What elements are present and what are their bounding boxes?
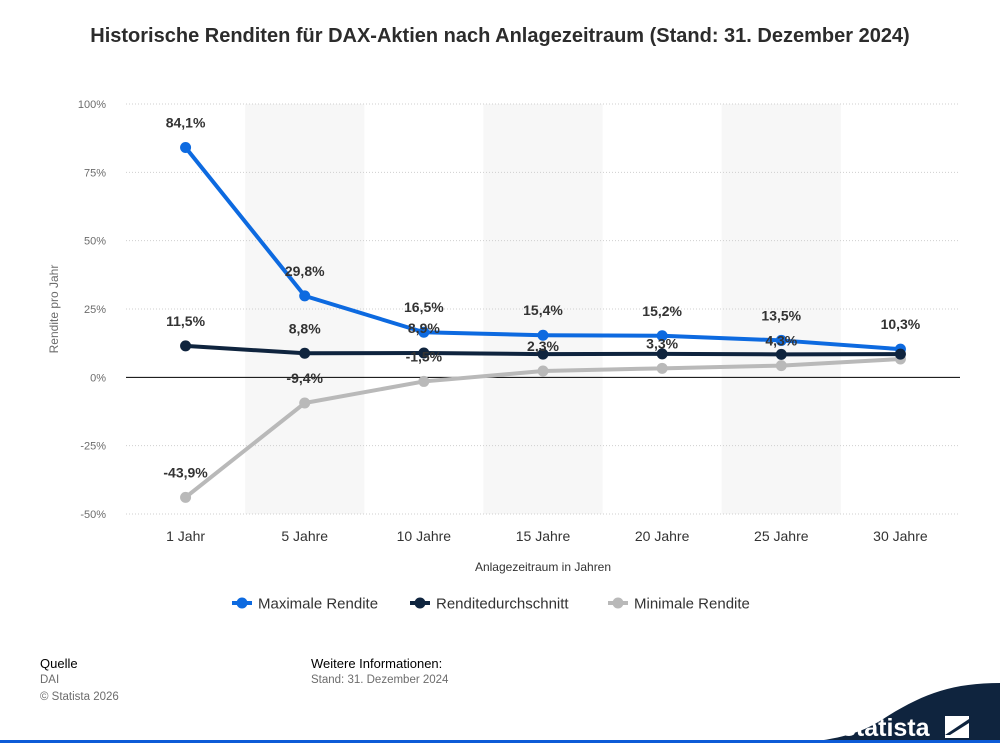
- data-point: [656, 330, 668, 342]
- x-axis-label: Anlagezeitraum in Jahren: [475, 560, 611, 574]
- gridlines: [126, 103, 960, 515]
- data-point: [299, 397, 311, 409]
- data-point: [775, 348, 787, 360]
- x-tick-label: 5 Jahre: [281, 528, 328, 544]
- source-block: Quelle DAI © Statista 2026: [40, 655, 119, 706]
- data-label: 10,3%: [881, 316, 921, 332]
- y-tick-label: 0%: [90, 372, 106, 384]
- data-label: 4,3%: [765, 333, 797, 349]
- data-label: 8,8%: [289, 320, 321, 336]
- y-tick-label: -25%: [80, 441, 106, 453]
- x-tick-label: 15 Jahre: [516, 528, 571, 544]
- data-point: [418, 326, 430, 338]
- data-label: 16,5%: [404, 299, 444, 315]
- data-label: 29,8%: [285, 263, 325, 279]
- logo-wordmark: statista: [842, 714, 931, 742]
- y-tick-label: 25%: [84, 304, 106, 316]
- source-heading: Quelle: [40, 656, 78, 671]
- data-label: 13,5%: [761, 307, 801, 323]
- data-point: [180, 141, 192, 153]
- copyright: © Statista 2026: [40, 691, 119, 703]
- y-tick-label: -50%: [80, 509, 106, 521]
- data-point: [537, 348, 549, 360]
- source-value: DAI: [40, 674, 60, 686]
- data-label: 15,2%: [642, 303, 682, 319]
- data-labels: 84,1% 29,8% 16,5% 15,4% 15,2% 13,5% 10,3% 11,5%…: [163, 114, 920, 480]
- data-label: -43,9%: [163, 464, 208, 480]
- legend-swatch-dot: [236, 597, 248, 609]
- y-tick-label: 75%: [84, 167, 106, 179]
- chart-title: Historische Renditen für DAX-Aktien nach…: [90, 25, 910, 47]
- data-point: [656, 348, 668, 360]
- x-tick-label: 25 Jahre: [754, 528, 809, 544]
- data-label: -1,5%: [406, 348, 443, 364]
- data-label: 11,5%: [166, 313, 205, 329]
- data-point: [180, 340, 192, 352]
- data-label: 3,3%: [646, 335, 678, 351]
- data-point: [537, 329, 549, 341]
- data-point: [775, 360, 787, 372]
- info-block: Weitere Informationen: Stand: 31. Dezemb…: [311, 655, 448, 689]
- data-label: 2,3%: [527, 338, 559, 354]
- legend-label: Minimale Rendite: [634, 596, 750, 613]
- data-label: 8,9%: [408, 320, 440, 336]
- x-tick-label: 30 Jahre: [873, 528, 928, 544]
- data-label: 84,1%: [166, 114, 206, 130]
- data-point: [775, 334, 787, 346]
- y-tick-label: 50%: [84, 236, 106, 248]
- y-tick-label: 100%: [78, 99, 106, 111]
- data-point: [299, 290, 311, 302]
- data-point: [656, 362, 668, 374]
- bottom-accent-line: [0, 740, 1000, 743]
- info-value: Stand: 31. Dezember 2024: [311, 674, 449, 686]
- y-axis-ticks: 100% 75% 50% 25% 0% -25% -50%: [78, 99, 106, 521]
- legend-label: Maximale Rendite: [258, 596, 378, 613]
- legend-label: Renditedurchschnitt: [436, 596, 569, 613]
- legend-swatch-dot: [414, 597, 426, 609]
- data-label: -9,4%: [286, 370, 323, 386]
- series-points: [180, 141, 906, 503]
- data-point: [299, 347, 311, 359]
- legend-item[interactable]: Renditedurchschnitt: [410, 596, 569, 613]
- x-axis-ticks: 1 Jahr 5 Jahre 10 Jahre 15 Jahre 20 Jahre 25 …: [166, 528, 928, 544]
- info-heading: Weitere Informationen:: [311, 656, 443, 671]
- legend: Maximale Rendite Renditedurchschnitt Minim…: [232, 596, 750, 613]
- x-tick-label: 20 Jahre: [635, 528, 690, 544]
- data-point: [894, 348, 906, 360]
- data-point: [180, 491, 192, 503]
- data-label: 15,4%: [523, 302, 563, 318]
- statista-logo: statista: [800, 683, 1000, 743]
- legend-item[interactable]: Minimale Rendite: [608, 596, 750, 613]
- y-axis-label: Rendite pro Jahr: [47, 265, 61, 354]
- legend-item[interactable]: Maximale Rendite: [232, 596, 378, 613]
- data-point: [418, 375, 430, 387]
- x-tick-label: 10 Jahre: [397, 528, 452, 544]
- logo-mark-icon: [945, 716, 969, 738]
- data-point: [418, 347, 430, 359]
- x-tick-label: 1 Jahr: [166, 528, 205, 544]
- data-point: [537, 365, 549, 377]
- legend-swatch-dot: [612, 597, 624, 609]
